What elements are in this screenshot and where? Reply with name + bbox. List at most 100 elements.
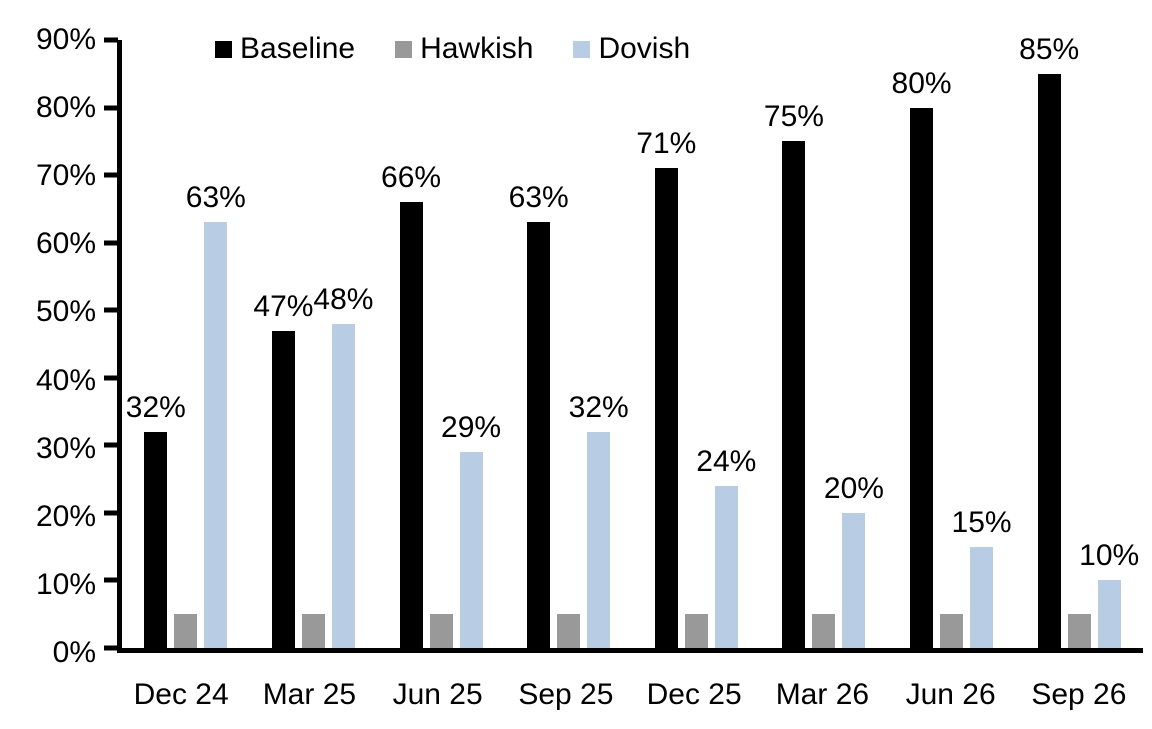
data-label-dovish: 32%	[568, 390, 629, 424]
bar-baseline	[1037, 73, 1061, 648]
plot-area: Baseline Hawkish Dovish 32% 63% 47% 48% 66% 2…	[104, 34, 1143, 653]
y-axis-tick-mark	[104, 577, 118, 583]
bar-hawkish	[301, 614, 325, 648]
bar-slot-baseline: 85%	[1019, 34, 1079, 648]
bar-group: 66% 29%	[377, 40, 505, 648]
bar-slot-hawkish	[557, 40, 581, 648]
bar-baseline	[144, 431, 168, 648]
x-axis-labels: Dec 24 Mar 25 Jun 25 Sep 25 Dec 25 Mar 26 Jun …	[117, 680, 1143, 710]
y-axis-tick-mark	[104, 375, 118, 381]
y-axis-tick-mark	[104, 442, 118, 448]
bar-slot-dovish: 48%	[313, 40, 373, 648]
y-axis-tick-mark	[104, 172, 118, 178]
x-axis-category-label: Jun 26	[905, 678, 996, 711]
y-axis-labels: 90% 80% 70% 60% 50% 40% 30% 20% 10% 0%	[0, 25, 96, 668]
data-label-baseline: 80%	[891, 66, 952, 100]
y-axis-tick-label: 30%	[35, 431, 96, 465]
bar-dovish	[587, 431, 611, 648]
data-label-dovish: 20%	[823, 471, 884, 505]
bar-slot-baseline: 66%	[381, 40, 441, 648]
legend: Baseline Hawkish Dovish	[215, 34, 690, 64]
bar-slot-dovish: 29%	[441, 40, 501, 648]
bar-slot-hawkish	[1067, 40, 1091, 648]
y-axis-tick-label: 40%	[35, 363, 96, 397]
bar-slot-hawkish	[429, 40, 453, 648]
y-axis-tick-label: 10%	[35, 567, 96, 601]
bar-group: 85% 10%	[1015, 34, 1143, 648]
bar-slot-baseline: 63%	[509, 40, 569, 648]
y-axis-tick-mark	[104, 645, 118, 651]
y-axis-tick-label: 60%	[35, 227, 96, 261]
x-axis-category-label: Dec 24	[133, 678, 229, 711]
bar-slot-hawkish	[174, 40, 198, 648]
bar-baseline	[654, 168, 678, 648]
bar-dovish	[714, 485, 738, 648]
bar-hawkish	[557, 614, 581, 648]
y-axis-tick-mark	[104, 37, 118, 43]
bar-slot-dovish: 10%	[1079, 40, 1139, 648]
bar-group: 71% 24%	[633, 40, 761, 648]
legend-label-dovish: Dovish	[598, 32, 691, 65]
bar-dovish	[331, 323, 355, 648]
bar-dovish	[1097, 580, 1121, 648]
bar-slot-baseline: 47%	[253, 40, 313, 648]
y-axis-tick-mark	[104, 510, 118, 516]
legend-swatch-dovish-icon	[573, 40, 591, 58]
bar-hawkish	[1067, 614, 1091, 648]
bar-baseline	[527, 222, 551, 648]
bar-dovish	[204, 222, 228, 648]
legend-item-dovish: Dovish	[573, 34, 690, 64]
data-label-dovish: 29%	[441, 411, 502, 445]
bar-baseline	[782, 141, 806, 648]
legend-item-hawkish: Hawkish	[395, 34, 533, 64]
bar-dovish	[459, 452, 483, 648]
bar-slot-hawkish	[684, 40, 708, 648]
bar-baseline	[910, 107, 934, 648]
bar-slot-baseline: 80%	[892, 40, 952, 648]
bar-hawkish	[684, 614, 708, 648]
x-axis-category-label: Sep 26	[1031, 678, 1127, 711]
data-label-dovish: 24%	[696, 444, 757, 478]
data-label-baseline: 85%	[1019, 32, 1080, 66]
data-label-dovish: 15%	[951, 505, 1012, 539]
y-axis-tick-label: 20%	[35, 499, 96, 533]
bar-hawkish	[429, 614, 453, 648]
bar-slot-dovish: 15%	[952, 40, 1012, 648]
data-label-baseline: 66%	[381, 161, 442, 195]
bar-group: 80% 15%	[888, 40, 1016, 648]
bar-baseline	[399, 202, 423, 648]
y-axis-tick-label: 80%	[35, 91, 96, 125]
legend-swatch-hawkish-icon	[395, 40, 413, 58]
legend-label-hawkish: Hawkish	[420, 32, 534, 65]
bar-slot-hawkish	[301, 40, 325, 648]
bar-dovish	[842, 512, 866, 648]
legend-label-baseline: Baseline	[240, 32, 356, 65]
bar-slot-dovish: 32%	[569, 40, 629, 648]
bar-group: 47% 48%	[250, 40, 378, 648]
bar-slot-baseline: 71%	[636, 40, 696, 648]
bar-group: 75% 20%	[760, 40, 888, 648]
bar-group: 32% 63%	[122, 40, 250, 648]
bar-slot-baseline: 32%	[126, 40, 186, 648]
x-axis-category-label: Mar 25	[262, 678, 357, 711]
y-axis-tick-label: 70%	[35, 159, 96, 193]
y-axis-tick-mark	[104, 240, 118, 246]
y-axis-tick-label: 90%	[35, 23, 96, 56]
data-label-baseline: 75%	[763, 100, 824, 134]
y-axis-tick-mark	[104, 105, 118, 111]
data-label-baseline: 47%	[253, 289, 314, 323]
legend-item-baseline: Baseline	[215, 34, 355, 64]
bar-slot-baseline: 75%	[764, 40, 824, 648]
data-label-dovish: 48%	[313, 282, 374, 316]
bar-slot-dovish: 63%	[186, 40, 246, 648]
bar-slot-dovish: 24%	[696, 40, 756, 648]
data-label-baseline: 71%	[636, 127, 697, 161]
x-axis-category-label: Mar 26	[775, 678, 870, 711]
x-axis-category-label: Sep 25	[518, 678, 614, 711]
x-axis-category-label: Dec 25	[646, 678, 742, 711]
bar-baseline	[271, 330, 295, 648]
bar-hawkish	[174, 614, 198, 648]
data-label-dovish: 10%	[1079, 539, 1140, 573]
legend-swatch-baseline-icon	[215, 40, 232, 58]
